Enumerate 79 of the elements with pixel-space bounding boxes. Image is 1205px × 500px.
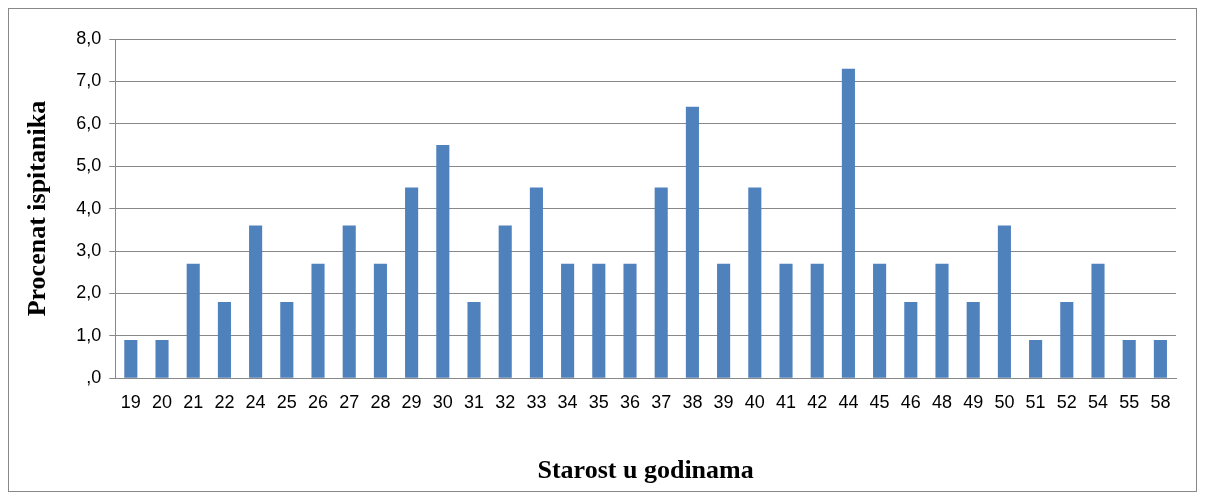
- x-tick-label: 32: [495, 391, 516, 412]
- y-tick-label: 5,0: [76, 155, 102, 176]
- x-tick-label: 31: [464, 391, 485, 412]
- bar: [841, 68, 855, 378]
- y-tick-label: 4,0: [76, 197, 102, 218]
- x-tick-label: 19: [120, 391, 141, 412]
- x-tick-label: 46: [900, 391, 921, 412]
- bar: [436, 145, 450, 378]
- x-tick-label: 38: [682, 391, 703, 412]
- bar: [280, 301, 294, 378]
- y-tick-label: 2,0: [76, 282, 102, 303]
- x-tick-label: 52: [1056, 391, 1077, 412]
- x-tick-label: 22: [214, 391, 235, 412]
- bar: [124, 340, 138, 378]
- x-tick-label: 40: [744, 391, 765, 412]
- y-tick-label: 8,0: [76, 27, 102, 48]
- bar: [186, 263, 200, 378]
- x-tick-label: 30: [432, 391, 453, 412]
- bar: [561, 263, 575, 378]
- bar: [810, 263, 824, 378]
- bar: [311, 263, 325, 378]
- x-tick-label: 35: [588, 391, 609, 412]
- bar: [873, 263, 887, 378]
- bar: [1029, 340, 1043, 378]
- x-tick-label: 55: [1119, 391, 1140, 412]
- x-tick-label: 29: [401, 391, 422, 412]
- x-tick-label: 26: [308, 391, 329, 412]
- bar: [685, 106, 699, 378]
- bar: [1060, 301, 1074, 378]
- x-tick-label: 36: [620, 391, 641, 412]
- bar: [217, 301, 231, 378]
- x-tick-label: 45: [869, 391, 890, 412]
- bar: [654, 187, 668, 378]
- bar: [155, 340, 169, 378]
- y-tick-label: 1,0: [76, 324, 102, 345]
- bar: [1122, 340, 1136, 378]
- y-tick-label: 7,0: [76, 70, 102, 91]
- bar: [935, 263, 949, 378]
- x-tick-label: 25: [276, 391, 297, 412]
- x-tick-label: 20: [152, 391, 173, 412]
- x-tick-label: 44: [838, 391, 859, 412]
- bar: [623, 263, 637, 378]
- x-tick-label: 28: [370, 391, 391, 412]
- x-tick-label: 50: [994, 391, 1015, 412]
- x-tick-label: 42: [807, 391, 828, 412]
- x-tick-label: 41: [775, 391, 797, 412]
- x-tick-label: 27: [339, 391, 360, 412]
- y-tick-label: ,0: [86, 367, 102, 388]
- x-tick-label: 34: [557, 391, 578, 412]
- x-axis-title: Starost u godinama: [537, 455, 754, 485]
- x-tick-label: 48: [931, 391, 953, 412]
- x-tick-label: 58: [1150, 391, 1171, 412]
- bar: [779, 263, 793, 378]
- bar: [405, 187, 419, 378]
- x-tick-label: 33: [526, 391, 547, 412]
- bar: [498, 225, 512, 378]
- bar: [904, 301, 918, 378]
- x-tick-label: 54: [1087, 391, 1109, 412]
- bar: [997, 225, 1011, 378]
- bar: [1153, 340, 1167, 378]
- bar: [1091, 263, 1105, 378]
- bar: [529, 187, 543, 378]
- bar: [748, 187, 762, 378]
- x-tick-label: 51: [1025, 391, 1046, 412]
- x-tick-label: 39: [713, 391, 734, 412]
- bar: [249, 225, 263, 378]
- x-tick-label: 24: [245, 391, 266, 412]
- bar: [467, 301, 481, 378]
- y-tick-label: 3,0: [76, 239, 102, 260]
- bar: [717, 263, 731, 378]
- x-tick-label: 49: [963, 391, 984, 412]
- bar: [342, 225, 356, 378]
- bar: [592, 263, 606, 378]
- x-tick-label: 37: [651, 391, 672, 412]
- y-axis-title: Procenat ispitanika: [22, 100, 52, 317]
- y-tick-label: 6,0: [76, 112, 102, 133]
- x-tick-label: 21: [183, 391, 204, 412]
- bar: [373, 263, 387, 378]
- bar: [966, 301, 980, 378]
